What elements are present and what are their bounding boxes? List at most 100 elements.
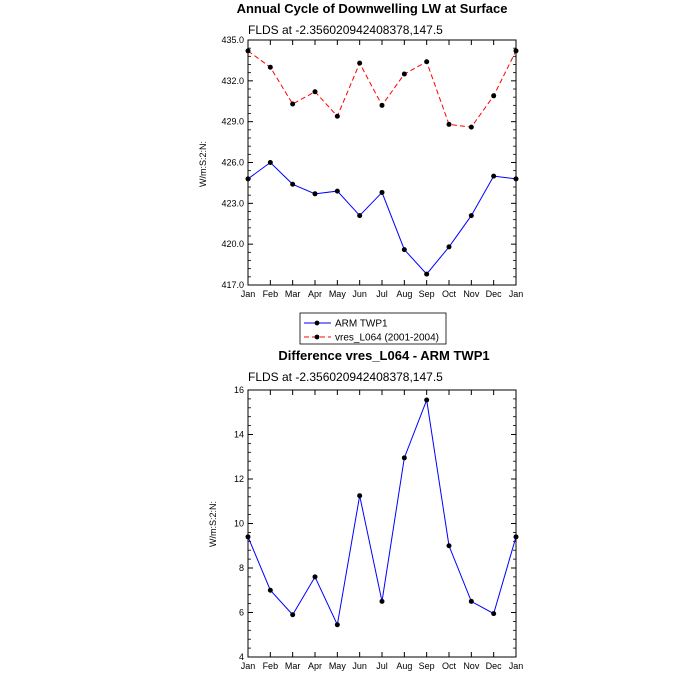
x-tick-label: Sep xyxy=(419,661,435,671)
series-2-point xyxy=(245,48,251,54)
x-tick-label: Nov xyxy=(463,661,480,671)
x-tick-label: Mar xyxy=(285,661,301,671)
series-1-point xyxy=(245,534,251,540)
chart1-legend: ARM TWP1 vres_L064 (2001-2004) xyxy=(299,312,447,345)
legend-label-arm-twp1: ARM TWP1 xyxy=(335,319,388,330)
chart2-title: Difference vres_L064 - ARM TWP1 xyxy=(278,348,489,363)
series-2-point xyxy=(401,71,407,77)
chart2-ylabel: W/m:S:2:N: xyxy=(208,501,218,547)
x-tick-label: Dec xyxy=(486,289,503,299)
series-2-point xyxy=(468,124,474,130)
x-tick-label: Jan xyxy=(509,289,524,299)
series-1-point xyxy=(491,611,497,617)
x-tick-label: Apr xyxy=(308,289,322,299)
y-tick-label: 432.0 xyxy=(221,76,244,86)
y-tick-label: 435.0 xyxy=(221,35,244,45)
series-line-1 xyxy=(247,398,517,627)
x-tick-label: Apr xyxy=(308,661,322,671)
chart1-series xyxy=(245,48,519,277)
series-2-point xyxy=(424,59,430,65)
x-tick-label: May xyxy=(329,289,347,299)
series-2-point xyxy=(312,89,318,95)
x-tick-label: Jul xyxy=(376,289,388,299)
annual-cycle-chart: Annual Cycle of Downwelling LW at Surfac… xyxy=(198,1,524,345)
series-1-point xyxy=(446,543,452,549)
series-1-point xyxy=(468,213,474,219)
series-1-point xyxy=(379,189,385,195)
x-tick-label: Jun xyxy=(352,661,367,671)
y-tick-label: 6 xyxy=(239,608,244,618)
chart2-y-tick-labels: 4 6 8 10 12 14 16 xyxy=(234,385,244,662)
x-tick-label: May xyxy=(329,661,347,671)
series-1-point xyxy=(379,598,385,604)
series-1-point xyxy=(401,247,407,253)
series-1-point xyxy=(245,176,251,182)
y-tick-label: 10 xyxy=(234,519,244,529)
x-tick-label: Nov xyxy=(463,289,480,299)
chart2-x-tick-labels: Jan Feb Mar Apr May Jun Jul Aug Sep Oct Nov Dec Jan xyxy=(241,661,524,671)
series-1-point xyxy=(491,173,497,179)
y-tick-label: 429.0 xyxy=(221,117,244,127)
y-tick-label: 4 xyxy=(239,652,244,662)
x-tick-label: Jan xyxy=(509,661,524,671)
chart2-plot-frame xyxy=(247,389,517,658)
x-tick-label: Sep xyxy=(419,289,435,299)
chart2-series xyxy=(245,397,519,628)
x-tick-label: Feb xyxy=(263,661,279,671)
y-tick-label: 12 xyxy=(234,474,244,484)
chart1-x-tick-labels: Jan Feb Mar Apr May Jun Jul Aug Sep Oct Nov Dec Jan xyxy=(241,289,524,299)
series-1-point xyxy=(513,176,519,182)
x-tick-label: Jan xyxy=(241,661,256,671)
series-1-point xyxy=(424,271,430,277)
legend-marker-vres-l064 xyxy=(314,334,320,340)
chart1-ticks xyxy=(247,39,517,286)
series-1-point xyxy=(267,587,273,593)
y-tick-label: 14 xyxy=(234,430,244,440)
series-1-point xyxy=(401,455,407,461)
legend-label-vres-l064: vres_L064 (2001-2004) xyxy=(335,333,439,344)
series-1-point xyxy=(312,574,318,580)
chart1-subtitle: FLDS at -2.356020942408378,147.5 xyxy=(248,23,443,37)
x-tick-label: Mar xyxy=(285,289,301,299)
series-2-point xyxy=(267,64,273,70)
series-1-point xyxy=(357,493,363,499)
series-1-point xyxy=(513,534,519,540)
series-2-point xyxy=(513,48,519,54)
x-tick-label: Aug xyxy=(396,661,412,671)
series-line-1 xyxy=(247,161,517,275)
series-1-point xyxy=(290,181,296,187)
series-2-point xyxy=(357,60,363,66)
series-2-point xyxy=(290,101,296,107)
x-tick-label: Jul xyxy=(376,661,388,671)
chart1-title: Annual Cycle of Downwelling LW at Surfac… xyxy=(237,1,508,16)
chart1-plot-frame xyxy=(247,39,517,286)
x-tick-label: Oct xyxy=(442,661,457,671)
y-tick-label: 417.0 xyxy=(221,280,244,290)
series-line-2 xyxy=(247,50,517,128)
series-1-point xyxy=(334,188,340,194)
chart2-subtitle: FLDS at -2.356020942408378,147.5 xyxy=(248,370,443,384)
legend-marker-arm-twp1 xyxy=(314,320,320,326)
series-1-point xyxy=(290,612,296,618)
y-tick-label: 426.0 xyxy=(221,158,244,168)
x-tick-label: Jun xyxy=(352,289,367,299)
series-1-point xyxy=(357,213,363,219)
series-2-point xyxy=(491,93,497,99)
series-1-point xyxy=(267,160,273,165)
series-1-point xyxy=(468,598,474,604)
y-tick-label: 16 xyxy=(234,385,244,395)
series-2-point xyxy=(446,121,452,127)
x-tick-label: Dec xyxy=(486,661,503,671)
chart2-ticks xyxy=(247,389,517,658)
x-tick-label: Jan xyxy=(241,289,256,299)
chart1-ylabel: W/m:S:2:N: xyxy=(198,141,208,187)
series-2-point xyxy=(334,113,340,119)
y-tick-label: 423.0 xyxy=(221,198,244,208)
y-tick-label: 8 xyxy=(239,563,244,573)
difference-chart: Difference vres_L064 - ARM TWP1 FLDS at … xyxy=(208,348,523,671)
chart1-legend-box xyxy=(299,312,447,345)
series-1-point xyxy=(312,191,318,197)
series-1-point xyxy=(424,397,430,403)
x-tick-label: Feb xyxy=(263,289,279,299)
